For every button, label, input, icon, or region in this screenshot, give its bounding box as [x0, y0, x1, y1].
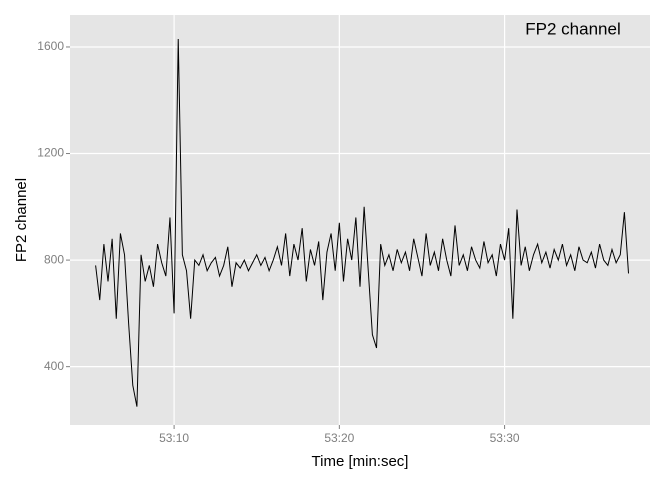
x-tick-label: 53:10 [159, 431, 189, 445]
y-tick-label: 400 [44, 359, 64, 373]
y-axis-label: FP2 channel [13, 178, 30, 262]
y-tick-label: 1200 [37, 146, 64, 160]
y-tick-label: 1600 [37, 39, 64, 53]
x-axis-label: Time [min:sec] [312, 453, 409, 470]
plot-panel [70, 15, 650, 425]
signal-line [95, 38, 630, 407]
x-tick-label: 53:20 [324, 431, 354, 445]
annotation: FP2 channel [525, 19, 620, 38]
x-tick-label: 53:30 [490, 431, 520, 445]
y-tick-label: 800 [44, 252, 64, 266]
